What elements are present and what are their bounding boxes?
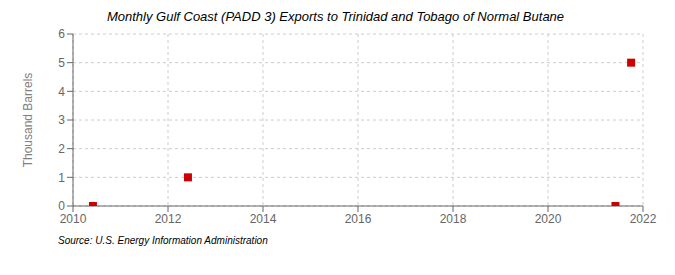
svg-text:2020: 2020 (535, 212, 562, 226)
svg-text:2014: 2014 (250, 212, 277, 226)
svg-text:4: 4 (58, 85, 65, 99)
svg-text:1: 1 (58, 171, 65, 185)
html-text:Source: U.S. Energy Informatio: Source: U.S. Energy Information Administ… (58, 235, 268, 246)
svg-text:0: 0 (58, 199, 65, 213)
svg-text:2012: 2012 (155, 212, 182, 226)
svg-text:5: 5 (58, 56, 65, 70)
svg-text:2016: 2016 (345, 212, 372, 226)
svg-text:2: 2 (58, 142, 65, 156)
html-text:Monthly Gulf Coast (PADD 3) Ex: Monthly Gulf Coast (PADD 3) Exports to T… (106, 9, 565, 24)
svg-text:2018: 2018 (440, 212, 467, 226)
svg-text:2010: 2010 (60, 212, 87, 226)
svg-text:6: 6 (58, 27, 65, 41)
svg-text:3: 3 (58, 113, 65, 127)
svg-text:Thousand Barrels: Thousand Barrels (21, 73, 35, 168)
svg-text:2022: 2022 (630, 212, 657, 226)
